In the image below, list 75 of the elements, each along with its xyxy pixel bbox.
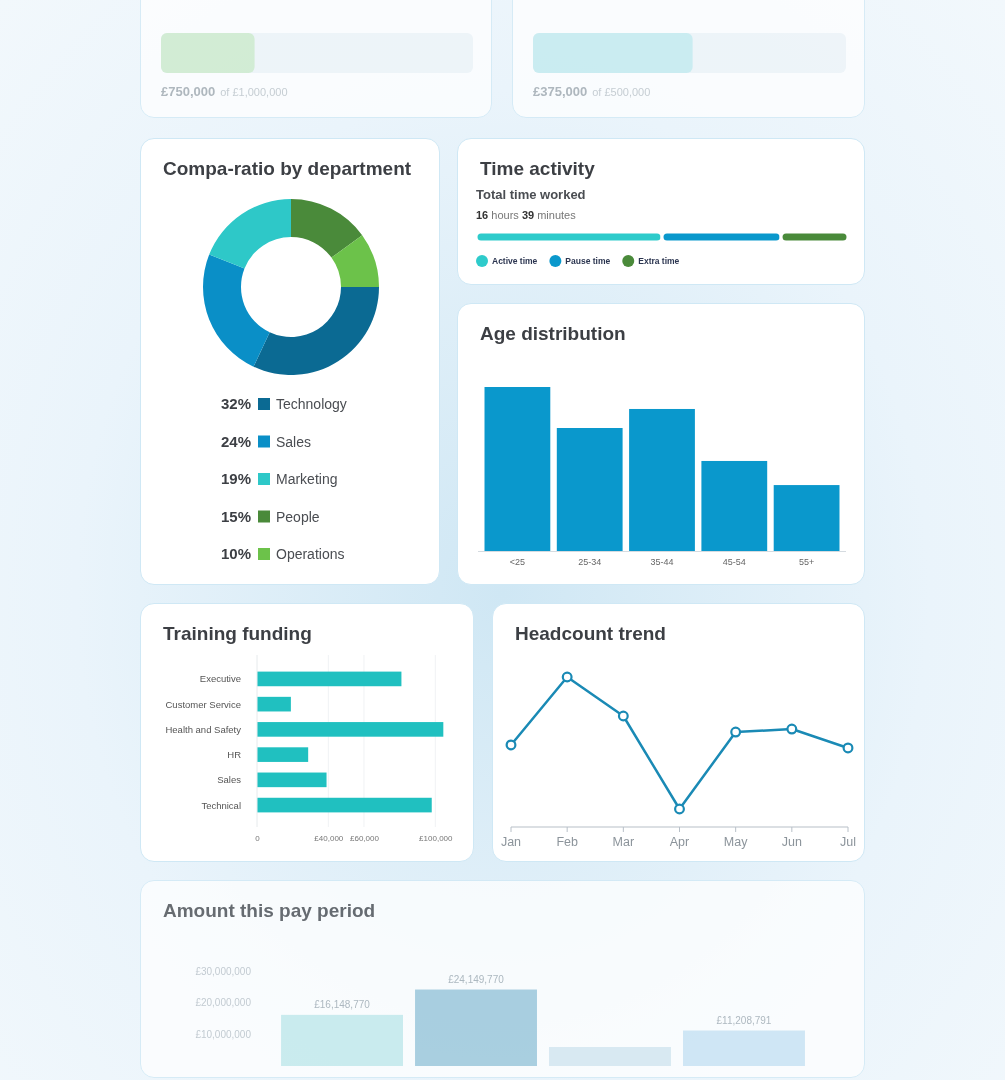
x-tick-label: <25 (509, 557, 526, 567)
bar (257, 696, 291, 712)
text: £375,000 (533, 84, 588, 99)
chart-title: Training funding (163, 623, 312, 644)
point (786, 723, 798, 735)
donut-slice (291, 199, 363, 258)
legend-label: Operations (276, 546, 345, 562)
donut-slice (331, 235, 379, 287)
chart-title: Time activity (480, 158, 596, 179)
bar (257, 671, 402, 687)
y-tick-label: Executive (199, 673, 241, 685)
bar (549, 1047, 671, 1066)
bar (257, 747, 309, 762)
bar (683, 1030, 805, 1066)
legend-label: Technology (276, 396, 347, 412)
x-tick-label: 45-54 (722, 557, 746, 567)
data-label: 19% (220, 470, 251, 487)
x-tick-label: Mar (612, 835, 635, 849)
bar (484, 387, 551, 551)
data-label: £16,148,770 (314, 998, 371, 1010)
y-tick-label: Technical (201, 799, 241, 811)
x-tick-label: Apr (669, 835, 690, 849)
point (730, 726, 742, 738)
data-label: 10% (220, 545, 251, 562)
chart-title: Age distribution (480, 323, 626, 344)
legend-label: Pause time (565, 256, 611, 266)
data-label: £11,208,791 (716, 1014, 772, 1026)
legend-label: Active time (492, 256, 538, 266)
legend-label: Extra time (638, 256, 680, 266)
x-tick-label: May (723, 835, 749, 849)
point (505, 739, 517, 751)
bar (773, 485, 840, 551)
bar (257, 722, 444, 737)
x-tick-label: Jan (500, 835, 522, 849)
legend-label: Marketing (276, 471, 338, 487)
bar (257, 772, 327, 788)
bar (415, 989, 537, 1066)
data-label: £24,149,770 (448, 973, 505, 985)
legend-label: Sales (276, 433, 312, 450)
donut-slice (253, 287, 379, 375)
y-tick-label: Health and Safety (165, 723, 242, 735)
point (674, 803, 685, 815)
y-tick-label: Customer Service (165, 698, 241, 710)
data-label: 32% (220, 395, 251, 412)
x-tick-label: £100,000 (419, 833, 454, 843)
chart-title: Amount this pay period (163, 900, 376, 921)
bar (556, 428, 623, 551)
point (617, 710, 629, 722)
chart-title: Compa-ratio by department (163, 158, 412, 179)
chart-title: Headcount trend (515, 623, 666, 644)
bar (629, 408, 695, 551)
x-tick-label: 0 (255, 833, 261, 843)
y-tick-label: HR (227, 749, 242, 761)
x-tick-label: 35-44 (650, 557, 674, 567)
x-tick-label: Feb (556, 835, 578, 849)
data-label: 15% (220, 507, 251, 525)
x-tick-label: £60,000 (350, 833, 380, 843)
donut-slice (209, 199, 291, 269)
text: 16 hours 39 minutes (476, 209, 577, 221)
x-tick-label: Jul (840, 835, 856, 849)
x-tick-label: £40,000 (314, 833, 344, 843)
point (561, 671, 573, 683)
bar (257, 797, 432, 813)
data-label: 24% (220, 432, 251, 450)
bar (701, 460, 768, 551)
point (842, 742, 854, 754)
x-tick-label: 25-34 (578, 557, 602, 567)
bar (281, 1014, 403, 1066)
y-tick-label: Sales (217, 774, 242, 786)
text: £750,000 (161, 84, 216, 99)
x-tick-label: Jun (781, 835, 802, 849)
donut-slice (203, 254, 270, 367)
legend-label: People (276, 508, 320, 525)
x-tick-label: 55+ (798, 557, 815, 567)
chart-subtitle: Total time worked (476, 187, 586, 202)
